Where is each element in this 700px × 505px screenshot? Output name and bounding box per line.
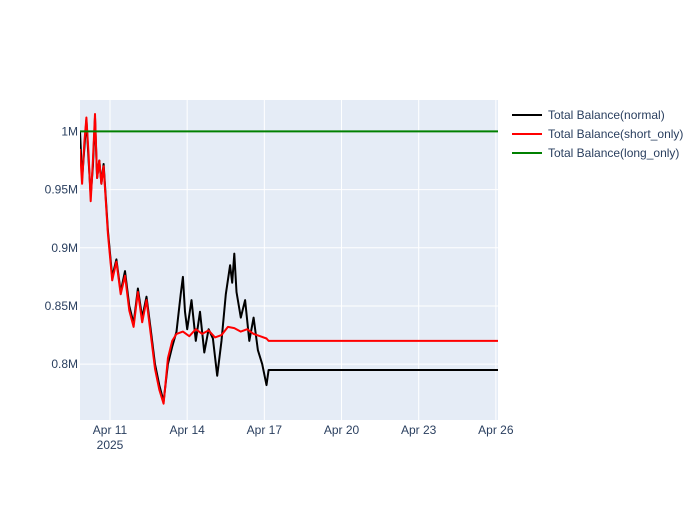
x-tick-label: Apr 23 xyxy=(401,423,437,437)
series-line-1 xyxy=(80,113,498,405)
legend-item[interactable]: Total Balance(normal) xyxy=(512,108,665,122)
legend-label: Total Balance(long_only) xyxy=(548,146,679,160)
legend-label: Total Balance(short_only) xyxy=(548,127,683,141)
series-layer xyxy=(80,113,498,405)
legend-label: Total Balance(normal) xyxy=(548,108,665,122)
x-tick-label: Apr 11 xyxy=(93,423,128,437)
legend[interactable]: Total Balance(normal) Total Balance(short… xyxy=(512,108,683,160)
y-tick-label: 0.8M xyxy=(51,357,78,371)
x-tick-year-label: 2025 xyxy=(97,438,124,452)
legend-item[interactable]: Total Balance(long_only) xyxy=(512,146,679,160)
x-grid-lines xyxy=(109,100,497,420)
plot-background xyxy=(80,100,498,420)
y-tick-label: 0.9M xyxy=(51,241,78,255)
y-tick-labels: 0.8M 0.85M 0.9M 0.95M 1M xyxy=(45,124,78,371)
y-tick-label: 0.85M xyxy=(45,299,78,313)
x-tick-label: Apr 20 xyxy=(324,423,360,437)
y-tick-label: 1M xyxy=(61,124,78,138)
y-tick-label: 0.95M xyxy=(45,183,78,197)
x-tick-label: Apr 17 xyxy=(247,423,283,437)
x-tick-label: Apr 26 xyxy=(478,423,514,437)
legend-item[interactable]: Total Balance(short_only) xyxy=(512,127,683,141)
x-tick-label: Apr 14 xyxy=(169,423,205,437)
